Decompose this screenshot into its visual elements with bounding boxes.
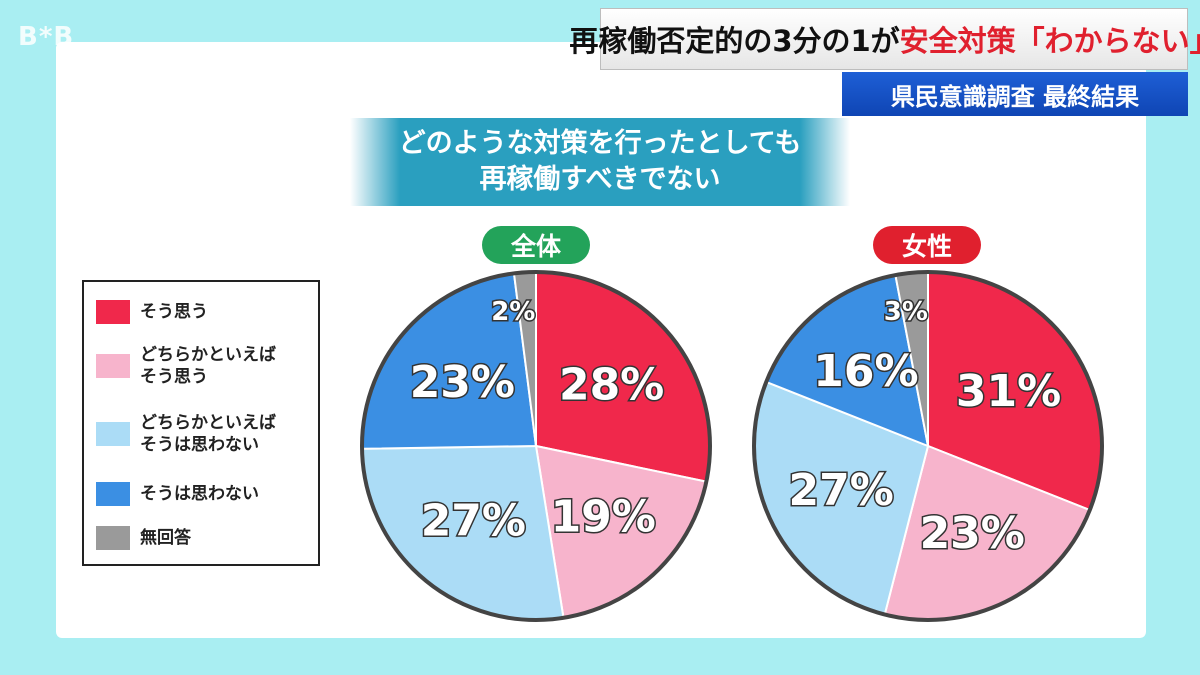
pie-outline (752, 270, 1104, 622)
legend-item: 無回答 (96, 526, 191, 550)
pie-title-female: 女性 (873, 226, 981, 264)
pie-data-label: 2% (491, 297, 535, 327)
pie-data-label: 23% (410, 357, 515, 408)
legend-item: そうは思わない (96, 482, 259, 506)
legend-swatch (96, 526, 130, 550)
pie-data-label: 16% (813, 346, 918, 397)
legend-item: どちらかといえば そうは思わない (96, 412, 276, 456)
pie-data-label: 31% (956, 366, 1061, 417)
headline-part1: 再稼働否定的の3分の1が (569, 24, 900, 58)
pie-data-label: 27% (421, 496, 526, 547)
pie-data-label: 28% (559, 360, 664, 411)
pie-title-all: 全体 (482, 226, 590, 264)
legend-item: どちらかといえば そう思う (96, 344, 276, 388)
legend-item: そう思う (96, 300, 208, 324)
pie-data-label: 3% (884, 297, 928, 327)
headline-part2: 安全対策「わからない」 (899, 24, 1200, 58)
legend-swatch (96, 300, 130, 324)
legend-swatch (96, 354, 130, 378)
pie-outline (360, 270, 712, 622)
question-line2: 再稼働すべきでない (479, 164, 721, 195)
pie-data-label: 19% (551, 492, 656, 543)
pie-chart-all: 28% 19% 27% 23% 2% (360, 270, 712, 622)
pie-data-label: 23% (920, 508, 1025, 559)
legend-label: どちらかといえば そうは思わない (140, 413, 276, 455)
question-banner: どのような対策を行ったとしても 再稼働すべきでない (350, 118, 850, 206)
legend-label: そう思う (140, 302, 208, 322)
subhead-caption: 県民意識調査 最終結果 (842, 72, 1188, 116)
headline-caption: 再稼働否定的の3分の1が 安全対策「わからない」 (569, 8, 1200, 70)
pie-chart-female: 31% 23% 27% 16% 3% (752, 270, 1104, 622)
legend-label: どちらかといえば そう思う (140, 345, 276, 387)
legend-label: そうは思わない (140, 484, 259, 504)
question-line1: どのような対策を行ったとしても (398, 128, 802, 159)
legend-swatch (96, 482, 130, 506)
legend-label: 無回答 (140, 528, 191, 548)
legend: そう思う どちらかといえば そう思う どちらかといえば そうは思わない そうは思… (82, 280, 320, 566)
pie-data-label: 27% (789, 465, 894, 516)
legend-swatch (96, 422, 130, 446)
